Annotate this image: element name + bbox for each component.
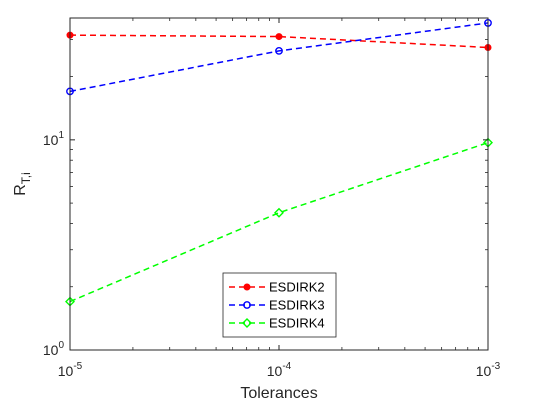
x-tick-label-base: 10 — [267, 363, 283, 379]
legend-label: ESDIRK3 — [269, 298, 325, 313]
legend-swatch-marker — [242, 318, 252, 328]
legend-entry-esdirk4: ESDIRK4 — [229, 316, 325, 331]
legend: ESDIRK2 ESDIRK3 ESDIRK4 — [222, 272, 337, 338]
x-tick-label-exponent: -5 — [73, 361, 82, 372]
legend-entry-esdirk3: ESDIRK3 — [229, 298, 325, 313]
x-tick-label-exponent: -4 — [282, 361, 291, 372]
data-point-esdirk2 — [275, 33, 283, 41]
y-axis-label-subscript: T,i — [19, 172, 33, 184]
y-tick-label: 101 — [43, 130, 65, 148]
series-line-esdirk4 — [69, 141, 489, 303]
y-tick-label-base: 10 — [43, 342, 59, 358]
legend-label: ESDIRK2 — [269, 280, 325, 295]
y-axis-label-main: R — [12, 184, 29, 196]
data-point-esdirk4 — [274, 207, 284, 218]
x-axis-label: Tolerances — [240, 385, 317, 402]
x-tick-label: 10-3 — [476, 361, 501, 379]
data-point-esdirk3 — [275, 46, 283, 55]
legend-label: ESDIRK4 — [269, 316, 325, 331]
x-tick-label-exponent: -3 — [491, 361, 500, 372]
x-tick-label-base: 10 — [476, 363, 492, 379]
legend-swatch-marker — [243, 283, 251, 291]
y-tick-label-base: 10 — [43, 132, 59, 148]
legend-swatch-marker — [243, 301, 251, 309]
series-line-esdirk3 — [69, 22, 489, 93]
x-tick-label-base: 10 — [58, 363, 74, 379]
legend-entry-esdirk2: ESDIRK2 — [229, 280, 325, 295]
y-tick-label: 100 — [43, 340, 65, 358]
x-tick-label: 10-4 — [267, 361, 292, 379]
x-tick-label: 10-5 — [58, 361, 83, 379]
y-axis-label: RT,i — [12, 172, 33, 196]
ticks-layer — [69, 18, 489, 351]
y-tick-label-exponent: 1 — [58, 130, 64, 141]
y-tick-label-exponent: 0 — [58, 340, 64, 351]
